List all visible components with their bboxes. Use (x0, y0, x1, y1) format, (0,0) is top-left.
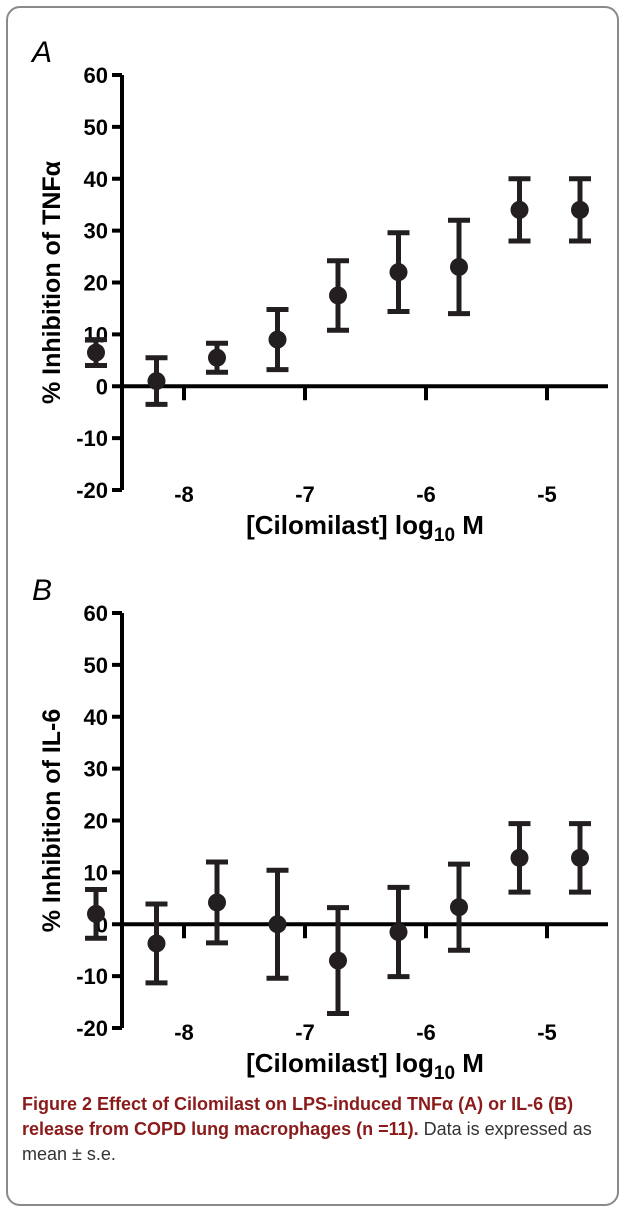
y-tick-label-a: 30 (84, 219, 108, 244)
data-point-a (147, 372, 166, 391)
x-tick-label-a: -6 (416, 482, 436, 507)
y-axis-title-b: % Inhibition of IL-6 (38, 709, 66, 933)
panel-label-a: A (30, 36, 52, 69)
data-point-b (571, 848, 589, 867)
y-tick-label-a: -10 (76, 426, 108, 451)
data-point-b (208, 893, 226, 912)
x-tick-label-b: -8 (174, 1020, 194, 1045)
y-tick-label-b: 10 (84, 860, 108, 885)
data-point-b (268, 915, 287, 934)
data-point-a (268, 330, 287, 349)
x-tick-label-a: -8 (174, 482, 194, 507)
y-tick-label-a: 0 (96, 374, 108, 399)
data-point-a (87, 343, 105, 362)
caption-lead: Figure 2 Effect of Cilomilast on LPS-ind… (22, 1094, 574, 1139)
y-tick-label-b: 30 (84, 757, 108, 782)
y-tick-label-b: 60 (84, 601, 108, 626)
data-point-a (450, 257, 468, 276)
y-tick-label-a: -20 (76, 478, 108, 503)
y-tick-label-b: -20 (76, 1016, 108, 1041)
y-tick-label-b: 40 (84, 705, 108, 730)
x-tick-label-b: -6 (416, 1020, 436, 1045)
y-tick-label-a: 40 (84, 167, 108, 192)
data-point-b (389, 923, 408, 942)
data-point-b (329, 951, 347, 970)
panel-label-b: B (32, 574, 52, 607)
y-axis-title-a: % Inhibition of TNFα (38, 160, 66, 404)
data-point-a (329, 286, 347, 305)
data-point-b (450, 898, 468, 917)
x-axis-title-a: [Cilomilast] log10 M (246, 510, 484, 545)
data-point-a (510, 200, 529, 219)
x-tick-label-b: -5 (537, 1020, 557, 1045)
data-point-b (510, 848, 529, 867)
data-point-b (147, 934, 166, 953)
y-tick-label-b: 50 (84, 653, 108, 678)
y-tick-label-b: 20 (84, 809, 108, 834)
y-tick-label-b: -10 (76, 964, 108, 989)
x-tick-label-a: -5 (537, 482, 557, 507)
data-point-b (87, 904, 105, 923)
x-tick-label-b: -7 (295, 1020, 315, 1045)
y-tick-label-a: 50 (84, 115, 108, 140)
caption-rest: Data is expressed as mean ± s.e. (22, 1119, 592, 1164)
x-tick-label-a: -7 (295, 482, 315, 507)
data-point-a (208, 348, 226, 367)
y-tick-label-a: 20 (84, 271, 108, 296)
data-point-a (571, 200, 589, 219)
data-point-a (389, 263, 408, 282)
y-tick-label-a: 60 (84, 63, 108, 88)
figure-caption: Figure 2 Effect of Cilomilast on LPS-ind… (22, 1092, 602, 1167)
x-axis-title-b: [Cilomilast] log10 M (246, 1048, 484, 1083)
